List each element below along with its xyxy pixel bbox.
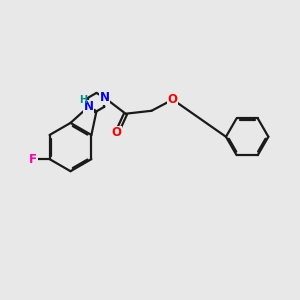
Text: N: N: [99, 91, 110, 104]
Text: O: O: [112, 126, 122, 140]
Text: H: H: [79, 95, 87, 105]
Text: N: N: [83, 100, 93, 113]
Text: F: F: [29, 153, 37, 166]
Text: O: O: [168, 93, 178, 106]
